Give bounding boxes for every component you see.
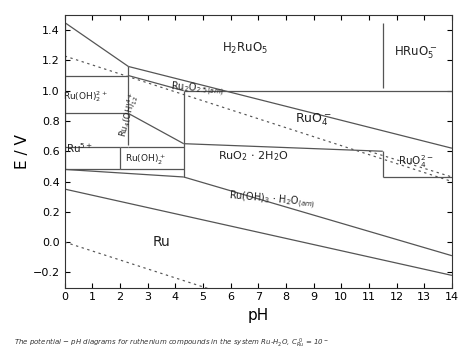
Text: H$_2$RuO$_5$: H$_2$RuO$_5$ [221,41,267,56]
Text: Ru: Ru [153,235,171,249]
X-axis label: pH: pH [248,308,269,323]
Text: Ru$_4$(OH)$_{12}^{4+}$: Ru$_4$(OH)$_{12}^{4+}$ [115,91,142,139]
Text: RuO$_4^-$: RuO$_4^-$ [295,111,332,128]
Y-axis label: E / V: E / V [15,134,30,169]
Text: Ru(OH)$_2^+$: Ru(OH)$_2^+$ [125,153,165,168]
Text: RuO$_4^{2-}$: RuO$_4^{2-}$ [398,153,434,170]
Text: The potential $-$ pH diagrams for ruthenium compounds in the system Ru-H$_2$O, $: The potential $-$ pH diagrams for ruthen… [14,337,329,350]
Text: HRuO$_5^-$: HRuO$_5^-$ [394,45,438,61]
Text: Ru(OH)$_2^{2+}$: Ru(OH)$_2^{2+}$ [63,89,108,104]
Text: Ru$^{5+}$: Ru$^{5+}$ [66,141,93,155]
Text: Ru(OH)$_3$ $\cdot$ H$_2$O$_{(am)}$: Ru(OH)$_3$ $\cdot$ H$_2$O$_{(am)}$ [228,188,316,211]
Text: RuO$_2$ $\cdot$ 2H$_2$O: RuO$_2$ $\cdot$ 2H$_2$O [218,149,288,163]
Text: Ru$_2$O$_{2.5(am)}$: Ru$_2$O$_{2.5(am)}$ [170,80,225,99]
